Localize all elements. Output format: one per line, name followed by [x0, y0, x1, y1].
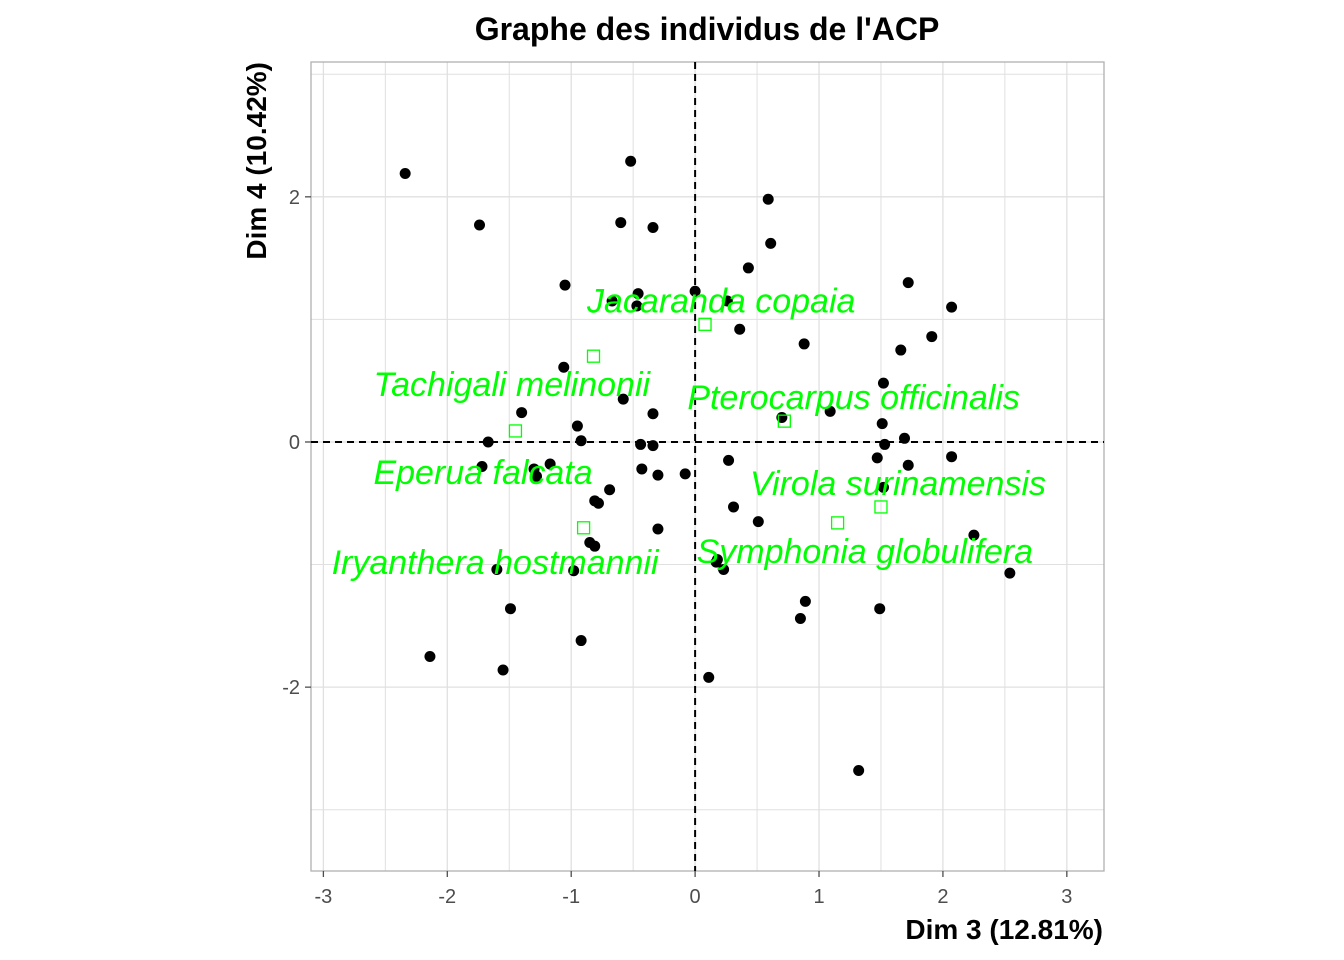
data-point [604, 484, 616, 496]
data-point [516, 407, 528, 419]
data-point [615, 217, 627, 229]
labeled-point-marker [576, 521, 591, 535]
data-point [617, 393, 629, 405]
labeled-point-marker [874, 500, 888, 514]
y-tick-label: 0 [289, 432, 300, 454]
data-point [476, 461, 488, 472]
data-point [734, 323, 746, 335]
data-point [895, 344, 907, 356]
labeled-point-marker [508, 424, 523, 438]
data-point [871, 452, 883, 464]
data-point [592, 497, 604, 509]
data-point [711, 554, 723, 566]
data-point [679, 468, 691, 480]
individual-label: Eperua falcata [373, 454, 592, 492]
data-point [853, 764, 865, 776]
data-point [877, 481, 889, 493]
data-point [544, 458, 556, 470]
data-point [399, 168, 411, 180]
data-point [491, 563, 503, 575]
data-point [504, 603, 516, 615]
data-point [474, 219, 486, 231]
data-point [559, 279, 571, 291]
data-point [589, 540, 601, 552]
data-point [575, 435, 587, 447]
individual-label: Symphonia globulifera [697, 533, 1033, 571]
individual-label: Virola surinamensis [750, 465, 1046, 503]
labeled-point-marker [830, 516, 845, 530]
x-tick-label: -1 [562, 886, 580, 908]
plot-panel: -3 -2 -1 0 1 2 3 -2 0 2 Jacaranda copaia Tachigali … [282, 61, 1105, 908]
data-point [899, 432, 911, 444]
data-point [728, 501, 740, 513]
data-point [946, 301, 958, 313]
labeled-point-marker [698, 317, 712, 331]
data-point [625, 155, 637, 167]
panel-border [310, 61, 1105, 872]
data-point [946, 451, 958, 463]
x-tick-label: 1 [813, 886, 824, 908]
labeled-point-marker [777, 414, 791, 428]
data-point [879, 438, 891, 450]
data-point [647, 408, 659, 420]
data-point [647, 440, 659, 452]
individual-label: Tachigali melinonii [374, 366, 652, 404]
data-point [424, 650, 436, 662]
data-point [632, 288, 644, 300]
data-point [742, 262, 754, 274]
data-point [636, 463, 648, 475]
data-point [568, 565, 580, 577]
data-point [647, 221, 659, 233]
x-tick-label: 3 [1061, 886, 1072, 908]
individual-label: Pterocarpus officinalis [687, 379, 1020, 417]
data-point [497, 664, 509, 676]
data-point [652, 469, 664, 481]
individual-label: Iryanthera hostmannii [332, 544, 660, 582]
data-point [762, 193, 774, 205]
y-axis-title: Dim 4 (10.42%) [241, 62, 272, 260]
data-point [571, 420, 583, 432]
x-tick-label: -2 [438, 886, 456, 908]
data-point [798, 338, 810, 350]
data-point [799, 595, 811, 607]
x-axis-title: Dim 3 (12.81%) [905, 914, 1103, 945]
data-point [723, 454, 735, 466]
data-point [902, 459, 914, 471]
data-point [794, 612, 806, 624]
data-point [575, 635, 587, 647]
individual-label: Jacaranda copaia [586, 282, 855, 320]
chart-title: Graphe des individus de l'ACP [475, 11, 940, 47]
data-point [926, 331, 938, 343]
x-tick-label: -3 [314, 886, 332, 908]
x-tick-label: 0 [690, 886, 701, 908]
x-tick-label: 2 [937, 886, 948, 908]
data-point [652, 523, 664, 535]
data-point [635, 438, 647, 450]
data-point [718, 563, 730, 575]
y-tick-label: -2 [282, 677, 300, 699]
data-point [721, 295, 733, 307]
data-point [606, 295, 618, 307]
data-point [689, 285, 701, 297]
data-point [703, 671, 715, 683]
data-point [558, 361, 570, 373]
data-point [531, 470, 543, 482]
data-point [874, 603, 886, 615]
data-point [752, 516, 764, 528]
y-tick-label: 2 [289, 187, 300, 209]
data-point [877, 377, 889, 389]
data-point [765, 237, 777, 249]
data-point [968, 529, 980, 541]
labeled-point-marker [586, 349, 601, 363]
data-point [876, 418, 888, 430]
data-point [482, 436, 494, 448]
data-point [1004, 567, 1016, 579]
data-point [631, 300, 643, 312]
data-point [902, 277, 914, 289]
data-point [824, 405, 836, 417]
